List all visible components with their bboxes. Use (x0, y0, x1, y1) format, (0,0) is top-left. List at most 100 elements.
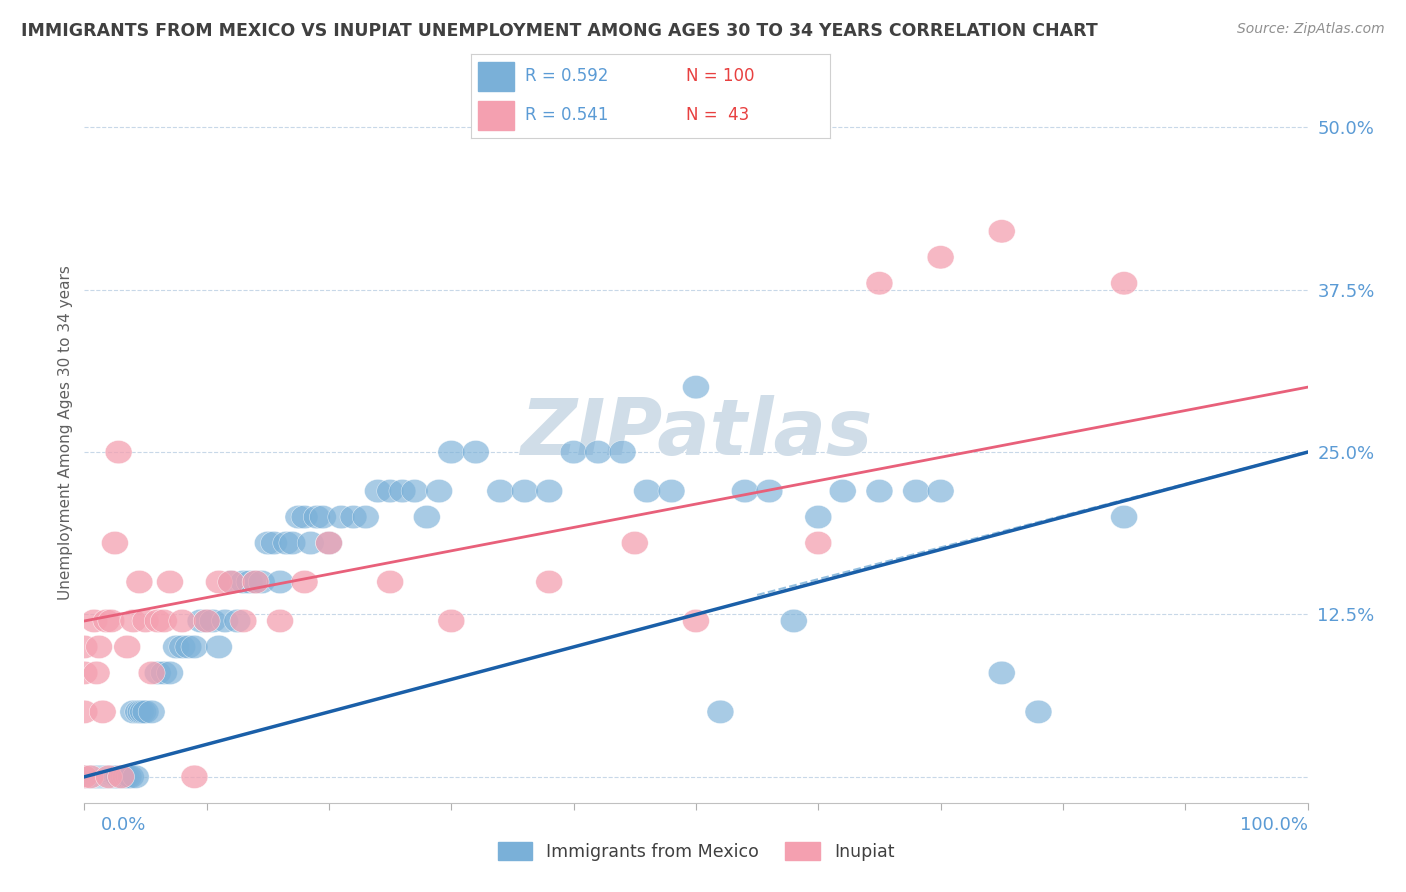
Ellipse shape (127, 700, 155, 723)
Ellipse shape (205, 635, 232, 658)
Ellipse shape (89, 765, 117, 789)
Ellipse shape (150, 661, 177, 684)
Ellipse shape (82, 765, 108, 789)
Ellipse shape (413, 506, 440, 529)
Ellipse shape (80, 765, 108, 789)
Ellipse shape (70, 700, 98, 723)
Ellipse shape (181, 635, 208, 658)
Ellipse shape (156, 661, 183, 684)
Ellipse shape (79, 765, 105, 789)
Ellipse shape (927, 245, 955, 269)
Ellipse shape (145, 661, 172, 684)
Ellipse shape (105, 441, 132, 464)
Ellipse shape (193, 609, 221, 632)
Ellipse shape (988, 219, 1015, 243)
Ellipse shape (328, 506, 354, 529)
Ellipse shape (463, 441, 489, 464)
Ellipse shape (224, 609, 250, 632)
Ellipse shape (426, 479, 453, 503)
Ellipse shape (138, 661, 165, 684)
Ellipse shape (84, 765, 111, 789)
Ellipse shape (340, 506, 367, 529)
Text: IMMIGRANTS FROM MEXICO VS INUPIAT UNEMPLOYMENT AMONG AGES 30 TO 34 YEARS CORRELA: IMMIGRANTS FROM MEXICO VS INUPIAT UNEMPL… (21, 22, 1098, 40)
Ellipse shape (1111, 506, 1137, 529)
Ellipse shape (117, 765, 145, 789)
Ellipse shape (536, 479, 562, 503)
Ellipse shape (1111, 271, 1137, 295)
Ellipse shape (254, 532, 281, 555)
Ellipse shape (200, 609, 226, 632)
Ellipse shape (377, 570, 404, 594)
Ellipse shape (634, 479, 661, 503)
Ellipse shape (70, 661, 98, 684)
Ellipse shape (903, 479, 929, 503)
Ellipse shape (73, 765, 100, 789)
Ellipse shape (163, 635, 190, 658)
Text: ZIPatlas: ZIPatlas (520, 394, 872, 471)
Ellipse shape (77, 765, 104, 789)
Ellipse shape (242, 570, 269, 594)
Ellipse shape (101, 532, 128, 555)
Ellipse shape (127, 570, 153, 594)
Ellipse shape (174, 635, 202, 658)
Ellipse shape (756, 479, 783, 503)
Ellipse shape (129, 700, 156, 723)
Ellipse shape (1025, 700, 1052, 723)
Ellipse shape (291, 506, 318, 529)
Ellipse shape (218, 570, 245, 594)
Ellipse shape (401, 479, 427, 503)
Ellipse shape (77, 765, 104, 789)
Ellipse shape (536, 570, 562, 594)
Ellipse shape (585, 441, 612, 464)
Ellipse shape (731, 479, 758, 503)
Ellipse shape (112, 765, 139, 789)
Ellipse shape (83, 661, 110, 684)
Ellipse shape (70, 765, 98, 789)
Ellipse shape (181, 765, 208, 789)
Ellipse shape (100, 765, 127, 789)
Ellipse shape (114, 635, 141, 658)
Ellipse shape (115, 765, 142, 789)
Text: R = 0.592: R = 0.592 (524, 68, 609, 86)
Ellipse shape (315, 532, 343, 555)
Ellipse shape (120, 700, 146, 723)
Legend: Immigrants from Mexico, Inupiat: Immigrants from Mexico, Inupiat (491, 836, 901, 868)
Ellipse shape (609, 441, 636, 464)
Ellipse shape (91, 765, 118, 789)
Ellipse shape (682, 609, 710, 632)
Ellipse shape (98, 765, 125, 789)
Ellipse shape (285, 506, 312, 529)
Ellipse shape (86, 635, 112, 658)
Ellipse shape (97, 765, 124, 789)
Bar (478, 62, 515, 91)
Ellipse shape (297, 532, 325, 555)
Ellipse shape (108, 765, 135, 789)
Ellipse shape (560, 441, 588, 464)
Ellipse shape (988, 661, 1015, 684)
Ellipse shape (96, 765, 122, 789)
Ellipse shape (211, 609, 239, 632)
Ellipse shape (205, 570, 232, 594)
Ellipse shape (70, 635, 98, 658)
Text: 0.0%: 0.0% (101, 816, 146, 834)
Ellipse shape (89, 700, 117, 723)
Ellipse shape (80, 765, 107, 789)
Ellipse shape (780, 609, 807, 632)
Ellipse shape (89, 765, 115, 789)
Ellipse shape (96, 765, 122, 789)
Ellipse shape (94, 765, 121, 789)
Ellipse shape (437, 609, 465, 632)
Ellipse shape (389, 479, 416, 503)
Ellipse shape (866, 479, 893, 503)
Ellipse shape (98, 609, 125, 632)
Ellipse shape (658, 479, 685, 503)
Ellipse shape (105, 765, 132, 789)
Ellipse shape (187, 609, 214, 632)
Ellipse shape (353, 506, 380, 529)
Ellipse shape (75, 765, 101, 789)
Ellipse shape (512, 479, 538, 503)
Text: R = 0.541: R = 0.541 (524, 106, 609, 124)
Ellipse shape (193, 609, 221, 632)
Ellipse shape (169, 635, 195, 658)
Ellipse shape (267, 609, 294, 632)
